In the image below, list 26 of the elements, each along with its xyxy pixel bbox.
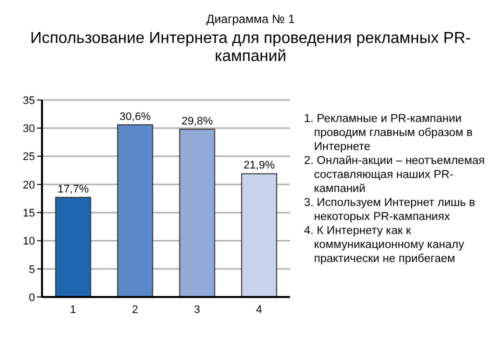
data-label: 30,6%: [120, 110, 151, 123]
y-tick-label: 5: [28, 264, 35, 276]
bar: [179, 128, 216, 297]
bar: [117, 124, 154, 297]
y-tick-label: 10: [22, 236, 35, 248]
y-tick-label: 30: [22, 123, 35, 136]
data-label: 17,7%: [58, 183, 89, 196]
text: 4. К Интернету как к коммуникационному каналу практически не прибегаем: [304, 224, 492, 266]
chart-subtitle: Использование Интернета для проведения рекламных PR-кампаний: [29, 30, 472, 66]
y-tick-label: 15: [22, 207, 35, 220]
y-tick-label: 0: [28, 292, 35, 304]
x-tick-label: 3: [194, 304, 200, 316]
x-tick-label: 4: [256, 304, 262, 316]
y-tick-label: 25: [22, 151, 35, 164]
y-tick-label: 20: [22, 179, 35, 192]
x-tick-label: 1: [70, 304, 76, 316]
bar: [241, 173, 278, 297]
chart-title: Диаграмма № 1: [205, 12, 296, 26]
bar: [55, 196, 92, 297]
text: 2. Онлайн-акции – неотъемлемая составляющая наших PR-кампаний: [304, 154, 492, 196]
data-label: 29,8%: [182, 115, 213, 128]
y-tick-label: 35: [22, 94, 35, 107]
data-label: 21,9%: [244, 160, 275, 172]
text: 1. Рекламные и PR-кампании проводим главным образом в Интернете: [304, 112, 492, 154]
text: 3. Используем Интернет лишь в некоторых PR-кампаниях: [304, 196, 492, 224]
x-tick-label: 2: [132, 304, 138, 316]
